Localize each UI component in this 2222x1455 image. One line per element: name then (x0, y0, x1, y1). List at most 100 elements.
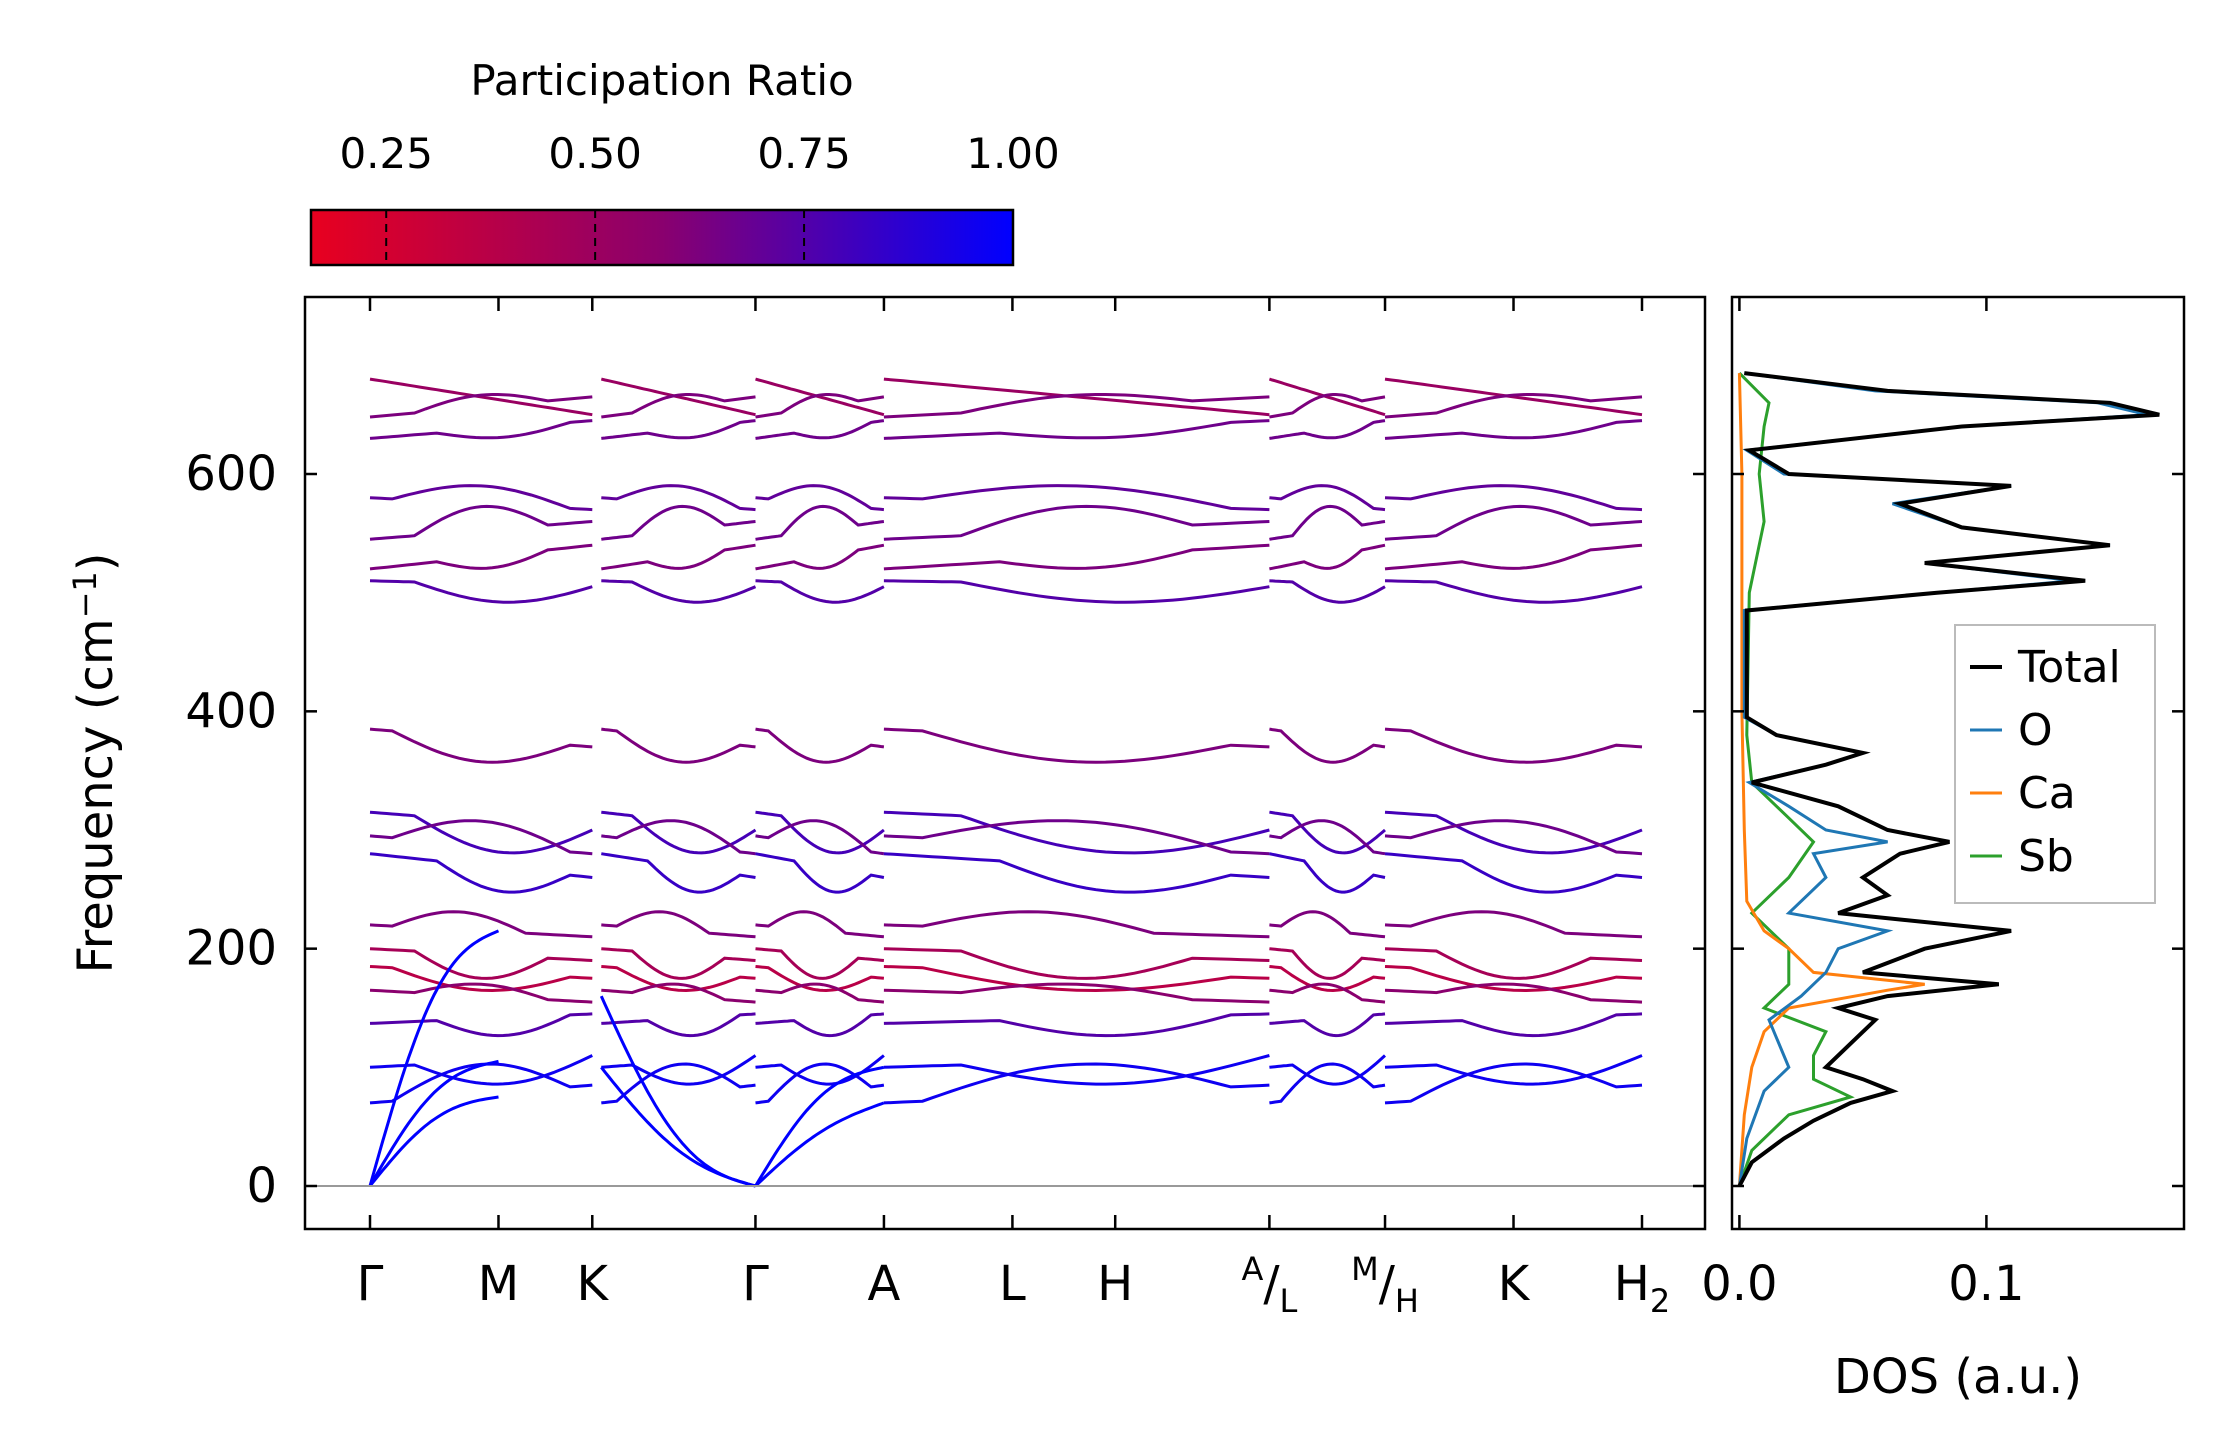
band-line (883, 982, 1270, 1004)
band-line (369, 1012, 593, 1038)
band-line (755, 727, 885, 764)
band-line (369, 543, 593, 571)
band-line (883, 377, 1270, 417)
k-point-label: M (478, 1256, 519, 1312)
dos-frame (1730, 295, 2186, 1231)
band-line (1384, 965, 1643, 993)
colorbar-tick-label: 0.75 (757, 129, 851, 178)
band-line (600, 377, 756, 417)
band-lines (368, 377, 1643, 1188)
band-line (369, 982, 593, 1004)
band-line (883, 1054, 1270, 1086)
band-line (1384, 377, 1643, 417)
band-line (1384, 504, 1643, 541)
band-line (369, 819, 593, 856)
band-line (1384, 910, 1643, 939)
band-line (755, 579, 885, 604)
y-axis-label: Frequency (cm−1) (66, 552, 124, 973)
legend-label-o: O (2018, 705, 2053, 756)
band-line (1269, 852, 1386, 894)
colorbar-label: Participation Ratio (470, 56, 853, 105)
band-line (369, 419, 593, 440)
band-line (601, 543, 756, 571)
band-line (601, 1062, 756, 1105)
band-line (1269, 393, 1386, 419)
band-line (369, 965, 593, 993)
band-line (755, 819, 885, 856)
band-line (883, 579, 1270, 604)
band-line (1269, 965, 1386, 993)
band-line (601, 852, 756, 894)
band-line (601, 484, 756, 512)
band-line (883, 1062, 1270, 1105)
y-tick-label: 400 (185, 683, 277, 739)
band-line (755, 377, 885, 417)
band-line (369, 393, 593, 419)
band-line (755, 393, 885, 419)
band-line (369, 947, 593, 980)
band-line (1384, 982, 1643, 1004)
dos-panel: 0.0 0.1 DOS (a.u.) Total O Ca Sb (1701, 295, 2186, 1405)
band-line (1269, 543, 1386, 571)
band-line (883, 852, 1270, 894)
band-y-ticks: 0 200 400 600 (185, 446, 1705, 1214)
band-line (1269, 579, 1386, 604)
band-line (883, 393, 1270, 419)
band-line (1384, 947, 1643, 980)
band-line (601, 727, 756, 764)
dos-y-ticks (1732, 472, 2184, 1188)
band-line (754, 1065, 885, 1187)
dos-x-axis-label: DOS (a.u.) (1834, 1349, 2082, 1405)
band-line (1269, 947, 1386, 980)
k-point-label: A (868, 1256, 901, 1312)
legend: Total O Ca Sb (1954, 624, 2156, 904)
k-point-label: Γ (742, 1256, 769, 1312)
band-line (883, 727, 1270, 764)
band-line (755, 504, 885, 541)
band-line (1384, 852, 1643, 894)
band-line (883, 965, 1270, 993)
band-line (1269, 727, 1386, 764)
k-point-label: H (1097, 1256, 1133, 1312)
band-line (601, 579, 757, 604)
band-line (755, 982, 885, 1004)
band-line (368, 1095, 499, 1187)
dos-x-ticks: 0.0 0.1 (1701, 297, 2025, 1312)
k-point-label: K (577, 1256, 610, 1312)
band-line (883, 947, 1270, 980)
band-structure-panel: 0 200 400 600 Γ M K Γ A L H A/L M/H K H2 Frequency (c… (66, 295, 1707, 1320)
band-line (369, 484, 593, 512)
band-line (883, 1012, 1270, 1038)
band-line (601, 965, 756, 993)
band-line (369, 910, 593, 939)
band-line (601, 819, 756, 856)
band-line (883, 419, 1270, 440)
band-line (1269, 1012, 1386, 1038)
y-tick-label: 200 (185, 921, 277, 977)
band-line (755, 1062, 885, 1105)
legend-label-total: Total (2017, 642, 2121, 693)
band-line (1384, 1062, 1643, 1105)
band-line (755, 965, 885, 993)
band-line (883, 543, 1270, 571)
band-line (755, 484, 885, 512)
y-tick-label: 600 (185, 446, 277, 502)
band-line (754, 1101, 885, 1188)
band-line (1269, 1062, 1386, 1105)
band-line (1384, 1012, 1643, 1038)
band-line (600, 1066, 756, 1188)
colorbar: Participation Ratio 0.25 0.50 0.75 1.00 (309, 56, 1060, 267)
band-line (369, 579, 593, 604)
band-line (368, 929, 500, 1187)
band-line (1384, 1054, 1643, 1086)
k-point-label: M/H (1351, 1250, 1419, 1320)
band-line (1384, 484, 1643, 512)
band-line (1384, 727, 1643, 764)
band-line (1269, 504, 1386, 541)
dos-x-tick-label: 0.0 (1701, 1256, 1777, 1312)
band-line (883, 504, 1270, 541)
band-line (1269, 1054, 1387, 1086)
band-line (369, 852, 593, 894)
band-line (755, 910, 885, 939)
